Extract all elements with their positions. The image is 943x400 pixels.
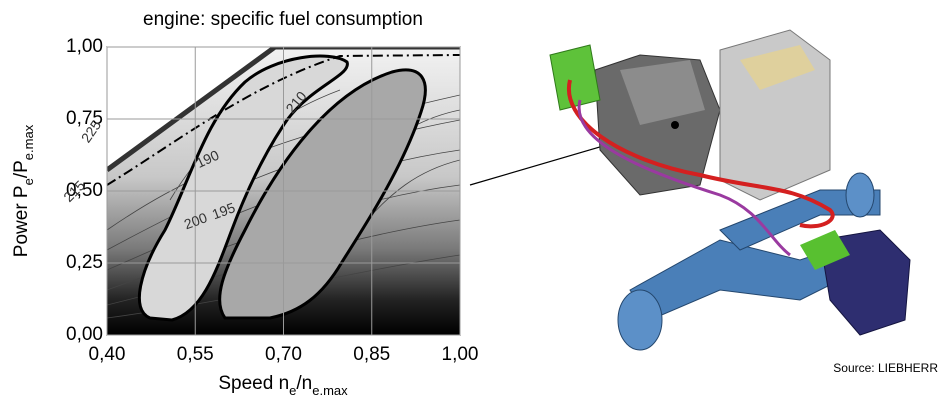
x-axis-label-subscript: e.max xyxy=(312,383,348,398)
y-tick-label: 0,25 xyxy=(66,252,103,273)
y-axis-label-part: /P xyxy=(11,160,32,178)
y-tick-label: 0,00 xyxy=(66,324,103,345)
x-axis-label-subscript: e xyxy=(289,383,296,398)
y-tick-label: 1,00 xyxy=(66,36,103,57)
y-axis-label-subscript: e xyxy=(21,178,36,185)
x-tick-label: 0,70 xyxy=(265,344,302,365)
source-note: Source: LIEBHERR xyxy=(833,361,938,375)
x-tick-label: 0,55 xyxy=(177,344,214,365)
y-axis-label-subscript: e.max xyxy=(21,124,36,160)
x-axis-label: Speed ne/ne.max xyxy=(218,373,348,398)
x-axis-label-part: /n xyxy=(296,373,312,394)
page: 0,400,550,700,851,000,000,250,500,751,00… xyxy=(0,0,943,400)
y-axis-label: Power Pe/Pe.max xyxy=(11,124,36,257)
x-tick-label: 1,00 xyxy=(442,344,479,365)
chart-title: engine: specific fuel consumption xyxy=(143,9,423,30)
machine-illustration xyxy=(550,30,910,350)
x-tick-label: 0,85 xyxy=(353,344,390,365)
y-axis-label-part: Power P xyxy=(11,185,32,257)
x-tick-label: 0,40 xyxy=(89,344,126,365)
x-axis-label-part: Speed n xyxy=(218,373,289,394)
